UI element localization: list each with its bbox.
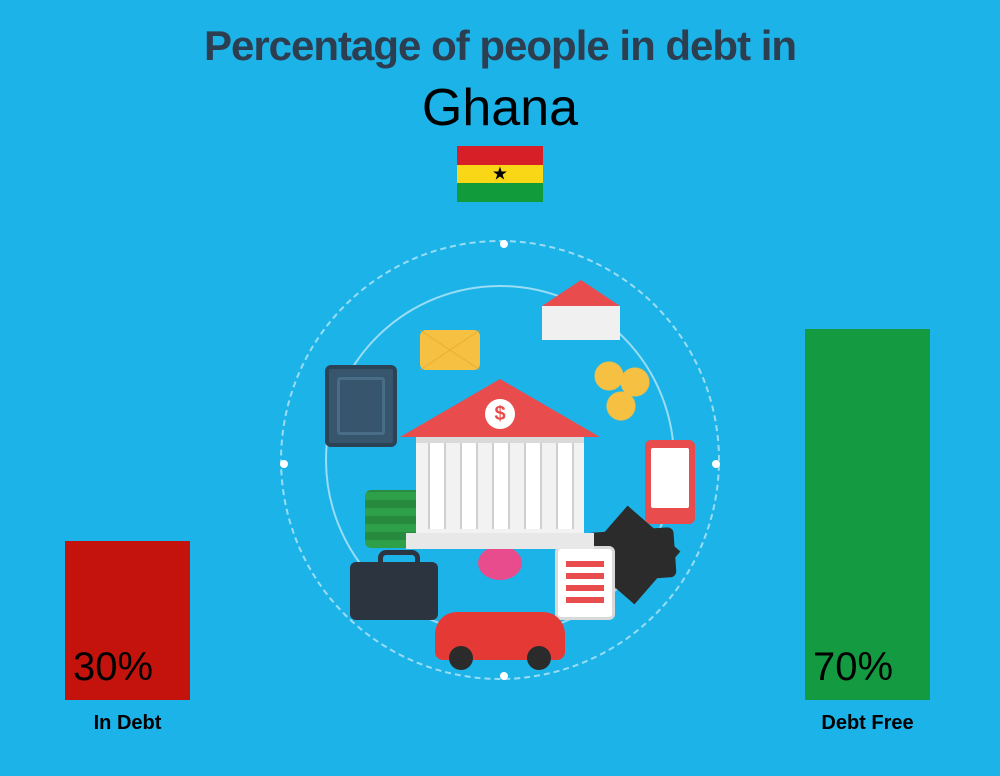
ring-dot <box>280 460 288 468</box>
piggy-bank-icon <box>478 546 522 580</box>
clipboard-icon <box>555 546 615 620</box>
flag-stripe-green <box>457 183 543 202</box>
ring-dot <box>712 460 720 468</box>
envelope-icon <box>420 330 480 370</box>
bank-building-icon: $ <box>410 389 590 549</box>
flag-stripe-yellow: ★ <box>457 165 543 184</box>
coins-icon <box>593 360 655 426</box>
ghana-flag: ★ <box>457 146 543 202</box>
house-icon <box>542 280 620 340</box>
ring-dot <box>500 240 508 248</box>
ring-dot <box>500 672 508 680</box>
safe-icon <box>325 365 397 447</box>
car-icon <box>435 612 565 660</box>
bar-debt-free-label: Debt Free <box>821 712 913 735</box>
page-title-country: Ghana <box>0 78 1000 138</box>
bar-in-debt-group: 30% In Debt <box>65 541 190 735</box>
bar-in-debt-label: In Debt <box>94 712 162 735</box>
flag-star-icon: ★ <box>492 165 508 183</box>
phone-icon <box>645 440 695 524</box>
bar-debt-free: 70% <box>805 329 930 700</box>
center-illustration: $ <box>270 230 730 690</box>
bar-debt-free-group: 70% Debt Free <box>805 329 930 735</box>
page-title-main: Percentage of people in debt in <box>0 22 1000 70</box>
flag-stripe-red <box>457 146 543 165</box>
bar-debt-free-value: 70% <box>813 645 893 690</box>
bar-in-debt: 30% <box>65 541 190 700</box>
dollar-badge-icon: $ <box>485 399 515 429</box>
bar-in-debt-value: 30% <box>73 645 153 690</box>
briefcase-icon <box>350 562 438 620</box>
